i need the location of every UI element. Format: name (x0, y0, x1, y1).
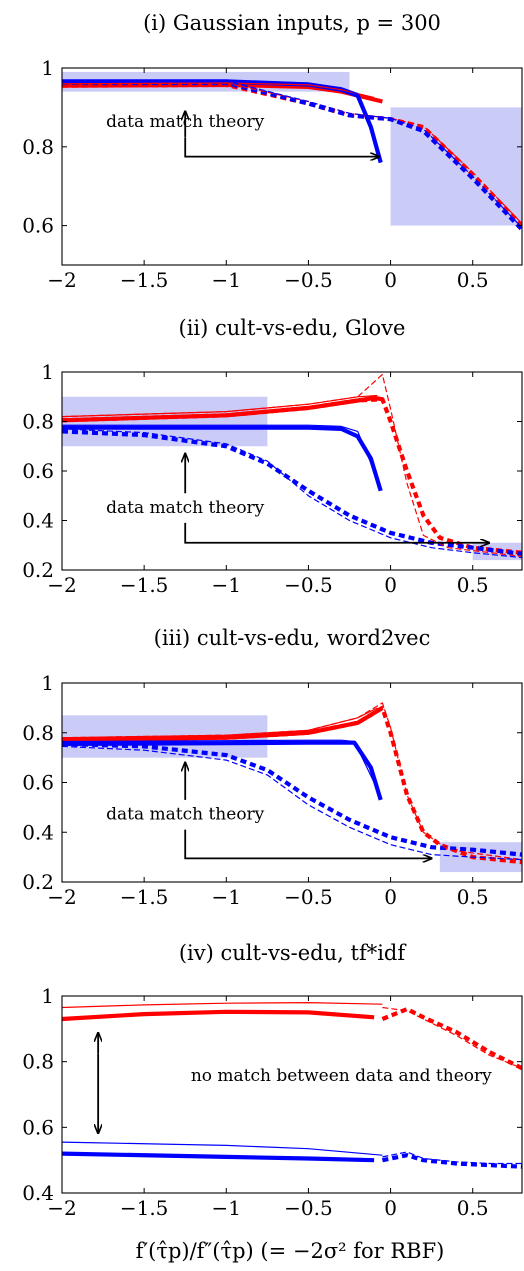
series-line-blue-solid-thin (62, 79, 378, 148)
annotation-arrow-right (184, 522, 489, 543)
series-line-blue-dashed-thin (62, 80, 522, 229)
x-tick-label: −1.5 (120, 573, 169, 597)
series-line-red-dashed-thick (62, 705, 522, 865)
x-tick-label: 0 (384, 885, 397, 909)
x-tick-label: 0 (384, 268, 397, 292)
series-line-red-dashed-thin (382, 1006, 522, 1069)
y-tick-label: 1 (41, 360, 54, 384)
x-tick-label: −2 (47, 268, 76, 292)
axes-frame (61, 995, 523, 1194)
series-line-blue-dashed-thick (62, 741, 522, 857)
y-tick-label: 0.8 (22, 410, 54, 434)
annotation-text: no match between data and theory (191, 1066, 492, 1086)
chart-panel-3: (iii) cult-vs-edu, word2vec data match th… (22, 626, 523, 909)
x-tick-label: 0.5 (457, 573, 489, 597)
x-tick-label: 0.5 (457, 885, 489, 909)
y-tick-label: 0.4 (22, 1181, 54, 1205)
y-tick-label: 0.8 (22, 1050, 54, 1074)
x-tick-label: −2 (47, 573, 76, 597)
series-line-red-dashed-thin (62, 82, 522, 225)
x-tick-label: 0 (384, 1196, 397, 1220)
x-tick-label: 0.5 (457, 1196, 489, 1220)
y-tick-label: 0.2 (22, 870, 54, 894)
x-tick-label: −1.5 (120, 885, 169, 909)
x-tick-label: −0.5 (284, 1196, 333, 1220)
x-tick-label: −2 (47, 885, 76, 909)
chart-title: (iii) cult-vs-edu, word2vec (154, 626, 431, 650)
annotation-arrow-right (184, 829, 431, 859)
y-tick-label: 1 (41, 671, 54, 695)
series-line-red-solid-thick (62, 82, 383, 104)
series-line-blue-dashed-thick (381, 1153, 522, 1169)
series-line-blue-solid-thick (62, 1151, 375, 1163)
series-line-blue-solid-thick (62, 740, 383, 801)
chart-title: (ii) cult-vs-edu, Glove (179, 316, 406, 340)
series-line-red-dashed-thin (62, 373, 522, 557)
chart-title: (i) Gaussian inputs, p = 300 (143, 11, 441, 35)
y-tick-label: 0.6 (22, 771, 54, 795)
y-tick-label: 1 (41, 984, 54, 1008)
series-line-red-solid-thin (62, 1002, 383, 1009)
y-tick-label: 0.6 (22, 1115, 54, 1139)
series-line-blue-dashed-thin (62, 428, 522, 559)
series-line-blue-solid-thick (62, 425, 383, 492)
x-tick-label: −0.5 (284, 885, 333, 909)
series-line-blue-dashed-thick (62, 429, 522, 556)
x-tick-label: −1 (212, 885, 241, 909)
series-line-blue-solid-thin (62, 739, 375, 783)
chart-panel-4: (iv) cult-vs-edu, tf*idf no match between… (22, 941, 523, 1220)
annotation-arrow-right (184, 137, 379, 156)
x-tick-label: −1.5 (120, 1196, 169, 1220)
chart-panel-1: (i) Gaussian inputs, p = 300 data match t… (22, 11, 523, 292)
series-line-red-dashed-thin (62, 702, 522, 861)
y-tick-label: 0.4 (22, 509, 54, 533)
annotation-text: data match theory (106, 112, 265, 132)
series-line-blue-dashed-thin (382, 1151, 522, 1165)
annotation-text: data match theory (106, 805, 265, 825)
x-tick-label: 0.5 (457, 268, 489, 292)
y-tick-label: 0.2 (22, 558, 54, 582)
y-tick-label: 0.6 (22, 459, 54, 483)
series-line-red-dashed-thick (62, 397, 522, 555)
y-tick-label: 0.6 (22, 214, 54, 238)
y-tick-label: 0.8 (22, 721, 54, 745)
annotation-text: data match theory (106, 498, 265, 518)
x-tick-label: −0.5 (284, 268, 333, 292)
chart-panel-2: (ii) cult-vs-edu, Glove data match theory… (22, 316, 523, 597)
y-tick-label: 1 (41, 56, 54, 80)
x-tick-label: −1 (212, 268, 241, 292)
x-tick-label: 0 (384, 573, 397, 597)
x-tick-label: −0.5 (284, 573, 333, 597)
y-tick-label: 0.4 (22, 820, 54, 844)
x-tick-label: −1.5 (120, 268, 169, 292)
x-tick-label: −1 (212, 1196, 241, 1220)
series-line-red-solid-thick (62, 1009, 375, 1022)
series-line-blue-dashed-thick (62, 80, 522, 231)
x-tick-label: −2 (47, 1196, 76, 1220)
axes-frame (61, 67, 523, 266)
y-tick-label: 0.8 (22, 135, 54, 159)
x-axis-label: f′(τ̂p)/f″(τ̂p) (= −2σ² for RBF) (136, 1239, 445, 1263)
series-line-blue-dashed-thin (62, 745, 522, 861)
chart-title: (iv) cult-vs-edu, tf*idf (179, 941, 408, 965)
x-tick-label: −1 (212, 573, 241, 597)
series-line-blue-solid-thin (62, 1141, 383, 1156)
series-line-blue-solid-thin (62, 424, 375, 472)
